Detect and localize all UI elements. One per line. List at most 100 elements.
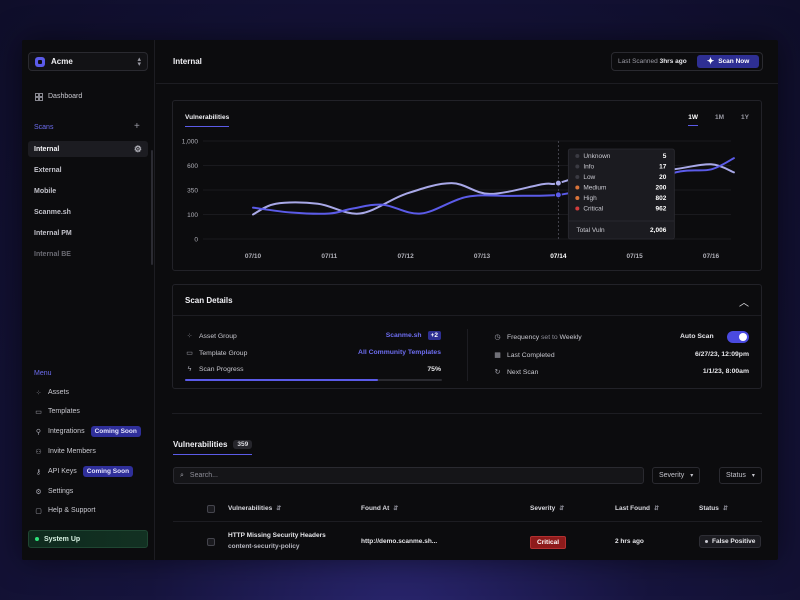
found-at-url[interactable]: http://demo.scanme.sh... (361, 538, 438, 545)
scan-item-scanme[interactable]: Scanme.sh (28, 204, 148, 220)
sidebar-item-label: API Keys (48, 468, 77, 475)
gear-icon: ⚙ (35, 488, 42, 496)
series-line-2 (252, 157, 735, 215)
sidebar-item-integrations[interactable]: ⚲ Integrations Coming Soon (28, 424, 148, 439)
chevron-up-icon[interactable]: ︿ (739, 298, 749, 309)
org-logo-icon (35, 56, 45, 67)
sidebar: Acme ▴ ▾ Dashboard Scans + Internal ⚙ Ext… (22, 40, 155, 560)
clock-icon: ◷ (494, 334, 501, 341)
tab-vulnerabilities[interactable]: Vulnerabilities (185, 114, 230, 127)
x-tick-label: 07/14 (550, 253, 567, 260)
tab-vulnerabilities-list[interactable]: Vulnerabilities 359 (173, 440, 253, 455)
scan-now-button[interactable]: ✦ Scan Now (697, 55, 759, 68)
scan-item-external[interactable]: External (28, 162, 148, 178)
severity-dot-icon (575, 206, 580, 211)
sidebar-item-templates[interactable]: ▭ Templates (28, 404, 148, 419)
main-content: Internal Last Scanned 3hrs ago ✦ Scan No… (156, 40, 778, 560)
y-tick-label: 0 (194, 237, 198, 244)
template-group-row: ▭ Template Group (185, 349, 247, 358)
status-badge[interactable]: False Positive (699, 535, 762, 548)
x-tick-label: 07/16 (703, 253, 720, 260)
scan-progress-bar (185, 379, 442, 381)
column-header-status[interactable]: Status ⇵ (699, 505, 728, 512)
sidebar-item-settings[interactable]: ⚙ Settings (28, 484, 148, 499)
scan-item-label: Internal BE (34, 250, 71, 258)
tooltip-value: 962 (655, 206, 666, 213)
invite-icon: ⚇ (35, 448, 42, 456)
search-placeholder: Search... (189, 472, 218, 479)
dashboard-icon (34, 92, 43, 101)
scan-now-label: Scan Now (718, 58, 750, 65)
org-switcher[interactable]: Acme ▴ ▾ (28, 52, 148, 71)
auto-scan-toggle[interactable] (727, 331, 749, 343)
last-completed-row: ▦ Last Completed (494, 351, 555, 360)
column-header-vulnerabilities[interactable]: Vulnerabilities ⇵ (228, 505, 282, 512)
sidebar-item-label: Settings (48, 488, 74, 495)
sidebar-item-label: Integrations (48, 428, 85, 435)
severity-dot-icon (575, 175, 580, 179)
severity-dot-icon (575, 164, 580, 169)
asset-group-row: ⁘ Asset Group (185, 332, 237, 341)
vulnerabilities-chart-card: Vulnerabilities 1W 1M 1Y 1,000 600 350 100 0… (172, 100, 762, 271)
sidebar-item-api-keys[interactable]: ⚷ API Keys Coming Soon (28, 464, 148, 479)
range-1w[interactable]: 1W (688, 114, 699, 126)
status-filter[interactable]: Status ▾ (719, 467, 762, 484)
sidebar-item-help[interactable]: ▢ Help & Support (28, 503, 148, 518)
tooltip-value: 802 (655, 195, 666, 202)
column-header-found-at[interactable]: Found At ⇵ (361, 505, 399, 512)
top-bar: Internal Last Scanned 3hrs ago ✦ Scan No… (156, 40, 778, 84)
gear-icon[interactable]: ⚙ (133, 143, 142, 154)
select-all-checkbox[interactable] (207, 505, 215, 513)
scan-item-internal-pm[interactable]: Internal PM (28, 225, 148, 241)
sidebar-item-assets[interactable]: ⁘ Assets (28, 385, 148, 400)
tooltip-value: 200 (655, 185, 666, 192)
x-tick-label: 07/15 (627, 253, 644, 260)
scan-progress-row: ϟ Scan Progress (185, 366, 244, 373)
tooltip-label: Info (583, 164, 594, 171)
status-dot-icon (35, 537, 39, 541)
divider (467, 329, 468, 381)
auto-scan-label: Auto Scan (680, 333, 714, 340)
scan-item-internal-be[interactable]: Internal BE (28, 246, 148, 262)
vulnerability-name[interactable]: HTTP Missing Security Headers (228, 532, 326, 539)
range-1m[interactable]: 1M (715, 114, 725, 121)
sparkle-icon: ✦ (706, 56, 715, 66)
sidebar-item-dashboard[interactable]: Dashboard (28, 89, 148, 104)
severity-dot-icon (575, 196, 580, 200)
vulnerability-count-badge: 359 (233, 440, 253, 449)
sidebar-item-label: Assets (48, 389, 70, 396)
severity-badge: Critical (530, 536, 567, 549)
refresh-icon: ↻ (494, 369, 501, 376)
sidebar-item-invite-members[interactable]: ⚇ Invite Members (28, 444, 148, 459)
templates-icon: ▭ (186, 350, 193, 357)
tooltip-total-label: Total Vuln (576, 227, 605, 234)
scan-item-internal[interactable]: Internal ⚙ (28, 141, 148, 157)
column-header-last-found[interactable]: Last Found ⇵ (615, 505, 660, 512)
vulnerabilities-line-chart[interactable]: 1,000 600 350 100 0 07/10 07/11 07/12 07/13 07/14… (173, 101, 763, 272)
frequency-row: ◷ Frequency set to Weekly (494, 333, 582, 342)
asset-group-value[interactable]: Scanme.sh +2 (386, 331, 441, 340)
integrations-icon: ⚲ (35, 428, 42, 436)
scan-item-label: External (34, 166, 62, 174)
sidebar-scrollbar[interactable] (151, 150, 153, 265)
org-name: Acme (51, 57, 73, 66)
severity-filter[interactable]: Severity ▾ (652, 467, 701, 484)
search-input[interactable]: ⌕ Search... (173, 467, 644, 484)
range-selector: 1W 1M 1Y (688, 114, 749, 126)
column-header-severity[interactable]: Severity ⇵ (530, 505, 565, 512)
coming-soon-badge: Coming Soon (82, 466, 134, 477)
chevron-updown-icon: ▴ ▾ (137, 55, 141, 68)
add-scan-icon[interactable]: + (134, 121, 140, 132)
row-checkbox[interactable] (207, 538, 215, 546)
sort-icon: ⇵ (276, 506, 282, 512)
severity-dot-icon (575, 154, 580, 158)
assets-icon: ⁘ (35, 389, 42, 397)
series-marker-2 (554, 191, 562, 199)
scan-item-mobile[interactable]: Mobile (28, 183, 148, 199)
tooltip-total-value: 2,006 (650, 227, 667, 234)
sort-icon: ⇵ (654, 506, 660, 512)
templates-icon: ▭ (35, 408, 42, 416)
coming-soon-badge: Coming Soon (90, 426, 141, 437)
template-group-value[interactable]: All Community Templates (358, 349, 441, 356)
range-1y[interactable]: 1Y (741, 114, 749, 121)
